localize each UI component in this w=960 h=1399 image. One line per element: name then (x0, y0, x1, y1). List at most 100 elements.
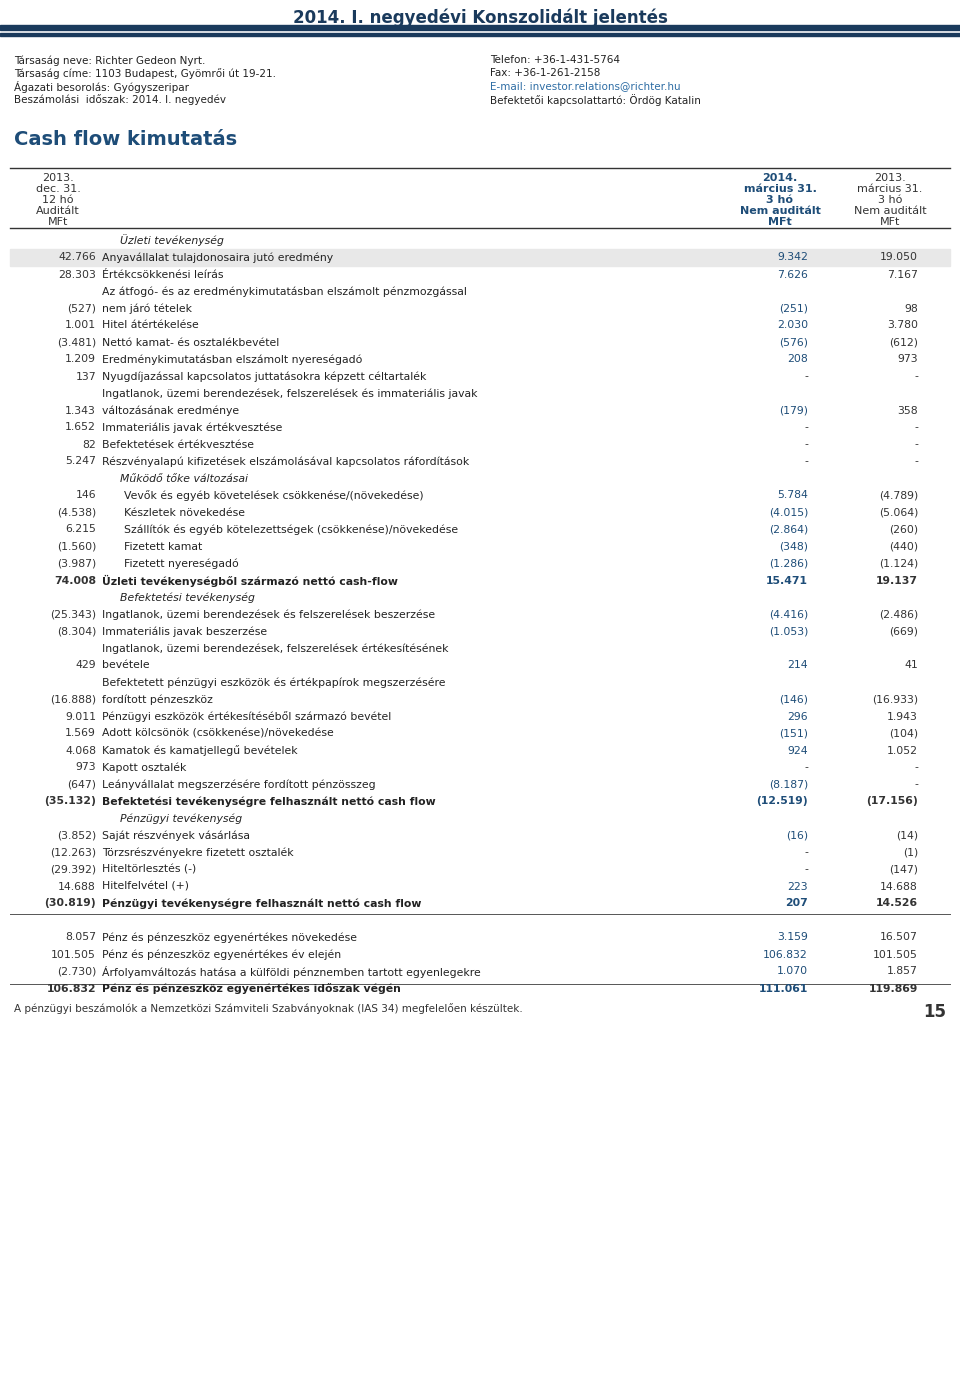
Text: 41: 41 (904, 660, 918, 670)
Text: (147): (147) (889, 865, 918, 874)
Text: 8.057: 8.057 (65, 933, 96, 943)
Text: -: - (914, 762, 918, 772)
Text: Nettó kamat- és osztalékbevétel: Nettó kamat- és osztalékbevétel (102, 337, 279, 347)
Text: bevétele: bevétele (102, 660, 150, 670)
Text: (3.987): (3.987) (57, 558, 96, 568)
Text: Adott kölcsönök (csökkenése)/növekedése: Adott kölcsönök (csökkenése)/növekedése (102, 729, 334, 739)
Text: 82: 82 (83, 439, 96, 449)
Text: (17.156): (17.156) (866, 796, 918, 806)
Text: 98: 98 (904, 304, 918, 313)
Text: március 31.: március 31. (744, 185, 816, 194)
Text: (146): (146) (779, 694, 808, 705)
Text: (29.392): (29.392) (50, 865, 96, 874)
Text: (612): (612) (889, 337, 918, 347)
Text: (8.304): (8.304) (57, 627, 96, 637)
Text: (4.015): (4.015) (769, 508, 808, 518)
Text: 1.209: 1.209 (65, 354, 96, 365)
Text: -: - (804, 372, 808, 382)
Text: (527): (527) (67, 304, 96, 313)
Text: -: - (804, 456, 808, 466)
Text: Árfolyamváltozás hatása a külföldi pénznemben tartott egyenlegekre: Árfolyamváltozás hatása a külföldi pénzn… (102, 965, 481, 978)
Text: március 31.: március 31. (857, 185, 923, 194)
Text: 7.626: 7.626 (778, 270, 808, 280)
Text: (12.519): (12.519) (756, 796, 808, 806)
Text: 42.766: 42.766 (59, 252, 96, 263)
Text: 973: 973 (898, 354, 918, 365)
Text: (8.187): (8.187) (769, 779, 808, 789)
Text: 208: 208 (787, 354, 808, 365)
Text: Nem auditált: Nem auditált (739, 206, 821, 215)
Text: 146: 146 (76, 491, 96, 501)
Text: MFt: MFt (768, 217, 792, 227)
Text: 2013.: 2013. (42, 173, 74, 183)
Text: (16): (16) (786, 831, 808, 841)
Text: (348): (348) (779, 541, 808, 551)
Text: -: - (914, 439, 918, 449)
Text: Befektetett pénzügyi eszközök és értékpapírok megszerzésére: Befektetett pénzügyi eszközök és értékpa… (102, 677, 445, 688)
Text: 2014.: 2014. (762, 173, 798, 183)
Text: -: - (914, 779, 918, 789)
Text: Társaság neve: Richter Gedeon Nyrt.: Társaság neve: Richter Gedeon Nyrt. (14, 55, 205, 66)
Text: Befektetési tevékenység: Befektetési tevékenység (120, 592, 254, 603)
Text: 111.061: 111.061 (758, 983, 808, 993)
Text: 16.507: 16.507 (880, 933, 918, 943)
Text: Készletek növekedése: Készletek növekedése (124, 508, 245, 518)
Text: 101.505: 101.505 (874, 950, 918, 960)
Text: Saját részvények vásárlása: Saját részvények vásárlása (102, 830, 250, 841)
Text: (260): (260) (889, 525, 918, 534)
Text: Fizetett kamat: Fizetett kamat (124, 541, 203, 551)
Text: 7.167: 7.167 (887, 270, 918, 280)
Text: (1.286): (1.286) (769, 558, 808, 568)
Text: 106.832: 106.832 (46, 983, 96, 993)
Text: 5.784: 5.784 (778, 491, 808, 501)
Text: Kapott osztalék: Kapott osztalék (102, 762, 186, 772)
Text: (5.064): (5.064) (878, 508, 918, 518)
Text: Üzleti tevékenység: Üzleti tevékenység (120, 235, 224, 246)
Text: Pénzügyi tevékenységre felhasznált nettó cash flow: Pénzügyi tevékenységre felhasznált nettó… (102, 898, 421, 909)
Text: -: - (914, 422, 918, 432)
Text: 223: 223 (787, 881, 808, 891)
Text: 9.011: 9.011 (65, 712, 96, 722)
Text: 1.001: 1.001 (65, 320, 96, 330)
Bar (0, 25, 960, 29)
Bar (0, 34, 960, 36)
Text: Ágazati besorolás: Gyógyszeripar: Ágazati besorolás: Gyógyszeripar (14, 81, 189, 92)
Text: -: - (804, 865, 808, 874)
Text: -: - (914, 372, 918, 382)
Text: Pénzügyi eszközök értékesítéséből származó bevétel: Pénzügyi eszközök értékesítéséből szárma… (102, 711, 392, 722)
Text: (440): (440) (889, 541, 918, 551)
Text: (576): (576) (779, 337, 808, 347)
Text: Hiteltörlesztés (-): Hiteltörlesztés (-) (102, 865, 196, 874)
Text: Pénz és pénzeszköz egyenértékes év elején: Pénz és pénzeszköz egyenértékes év elejé… (102, 950, 341, 960)
Text: 19.137: 19.137 (876, 575, 918, 586)
Text: 296: 296 (787, 712, 808, 722)
Text: 1.070: 1.070 (777, 967, 808, 977)
Text: 3 hó: 3 hó (877, 194, 902, 206)
Text: A pénzügyi beszámolók a Nemzetközi Számviteli Szabványoknak (IAS 34) megfelelően: A pénzügyi beszámolók a Nemzetközi Számv… (14, 1003, 523, 1014)
Bar (10, 249, 950, 266)
Text: 214: 214 (787, 660, 808, 670)
Text: 1.052: 1.052 (887, 746, 918, 755)
Text: Társaság címe: 1103 Budapest, Gyömrői út 19-21.: Társaság címe: 1103 Budapest, Gyömrői út… (14, 69, 276, 78)
Text: (647): (647) (67, 779, 96, 789)
Text: Vevők és egyéb követelések csökkenése/(növekedése): Vevők és egyéb követelések csökkenése/(n… (124, 490, 423, 501)
Text: 207: 207 (785, 898, 808, 908)
Text: Fax: +36-1-261-2158: Fax: +36-1-261-2158 (490, 69, 600, 78)
Text: (2.730): (2.730) (57, 967, 96, 977)
Text: nem járó tételek: nem járó tételek (102, 304, 192, 313)
Text: 1.857: 1.857 (887, 967, 918, 977)
Text: változásának eredménye: változásának eredménye (102, 406, 239, 416)
Text: Cash flow kimutatás: Cash flow kimutatás (14, 130, 237, 150)
Text: 6.215: 6.215 (65, 525, 96, 534)
Text: 5.247: 5.247 (65, 456, 96, 466)
Text: (3.481): (3.481) (57, 337, 96, 347)
Text: (14): (14) (896, 831, 918, 841)
Text: (179): (179) (779, 406, 808, 416)
Text: 924: 924 (787, 746, 808, 755)
Text: 14.688: 14.688 (59, 881, 96, 891)
Text: Pénz és pénzeszköz egyenértékes növekedése: Pénz és pénzeszköz egyenértékes növekedé… (102, 932, 357, 943)
Text: (4.789): (4.789) (878, 491, 918, 501)
Text: (151): (151) (779, 729, 808, 739)
Text: Kamatok és kamatjellegű bevételek: Kamatok és kamatjellegű bevételek (102, 746, 298, 755)
Text: Értékcsökkenési leírás: Értékcsökkenési leírás (102, 270, 224, 280)
